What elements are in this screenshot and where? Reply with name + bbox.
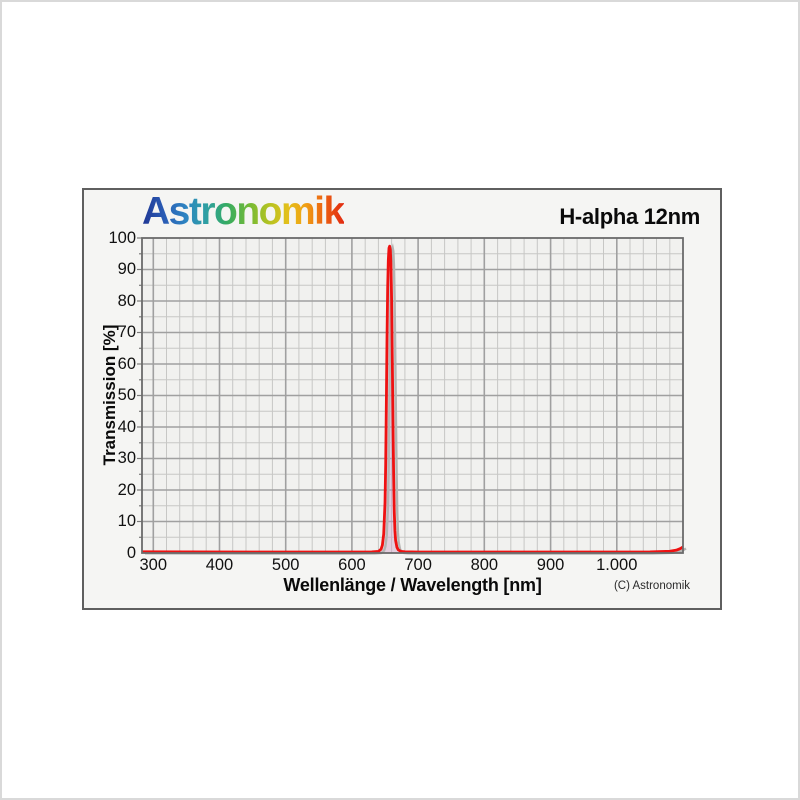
y-tick-label: 20 xyxy=(117,480,136,499)
x-axis-title: Wellenlänge / Wavelength [nm] xyxy=(283,575,542,595)
transmission-curve-svg xyxy=(137,237,687,555)
x-tick-label: 900 xyxy=(536,556,565,574)
x-tick-label: 700 xyxy=(404,556,432,574)
plot-area xyxy=(137,237,687,555)
x-tick-label: 500 xyxy=(271,556,300,574)
copyright-label: (C) Astronomik xyxy=(613,580,690,592)
x-tick-label: 300 xyxy=(139,556,168,574)
x-tick-label: 400 xyxy=(205,556,234,574)
x-tick-label: 600 xyxy=(338,556,366,574)
y-tick-label: 40 xyxy=(117,417,136,436)
chart-card: Astronomik H-alpha 12nm Transmission [%]… xyxy=(82,188,722,610)
y-tick-label: 90 xyxy=(117,260,136,278)
y-tick-label: 100 xyxy=(108,228,136,247)
chart-title: H-alpha 12nm xyxy=(559,204,700,229)
y-tick-label: 60 xyxy=(117,354,136,373)
y-tick-label: 70 xyxy=(117,323,136,341)
y-tick-label: 30 xyxy=(117,449,136,467)
x-tick-label: 1.000 xyxy=(596,556,638,574)
astronomik-logo: Astronomik xyxy=(142,190,345,233)
y-tick-label: 0 xyxy=(126,543,136,562)
x-tick-label: 800 xyxy=(470,556,499,574)
y-tick-label: 10 xyxy=(117,512,136,530)
y-tick-label: 50 xyxy=(117,386,136,404)
y-tick-label: 80 xyxy=(117,291,136,310)
